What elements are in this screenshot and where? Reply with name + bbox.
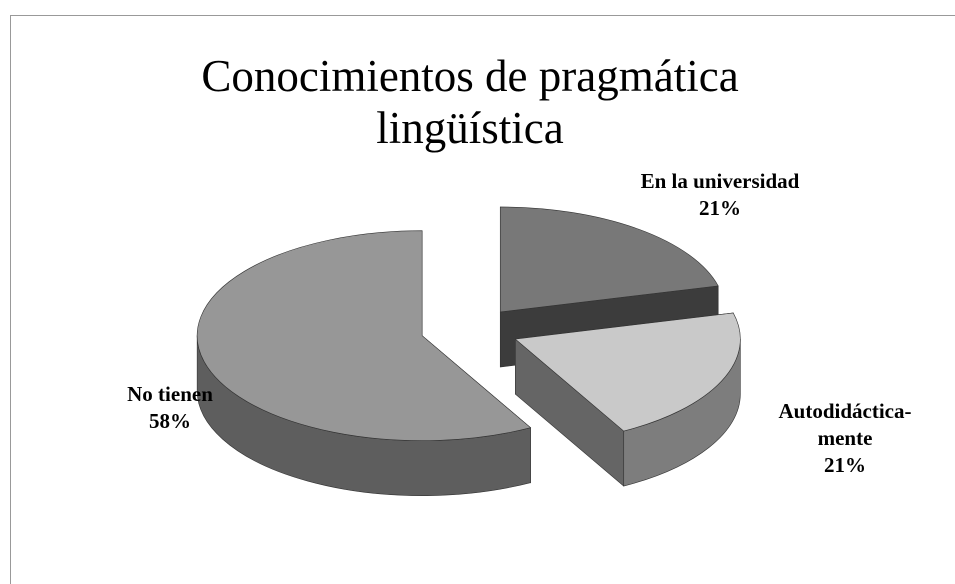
label-value: 21% bbox=[824, 453, 866, 477]
data-label: Autodidáctica-mente 21% bbox=[755, 398, 935, 479]
slice bbox=[196, 230, 532, 441]
data-label: No tienen 58% bbox=[85, 381, 255, 435]
label-category: En la universidad bbox=[640, 169, 800, 193]
data-label: En la universidad 21% bbox=[640, 168, 800, 222]
label-category: No tienen bbox=[127, 382, 213, 406]
slice bbox=[514, 312, 741, 432]
frame bbox=[10, 15, 955, 584]
slice bbox=[499, 206, 719, 313]
label-value: 21% bbox=[699, 196, 741, 220]
label-value: 58% bbox=[149, 409, 191, 433]
chart-title: Conocimientos de pragmática lingüística bbox=[201, 51, 739, 153]
label-category: Autodidáctica-mente bbox=[778, 399, 912, 450]
